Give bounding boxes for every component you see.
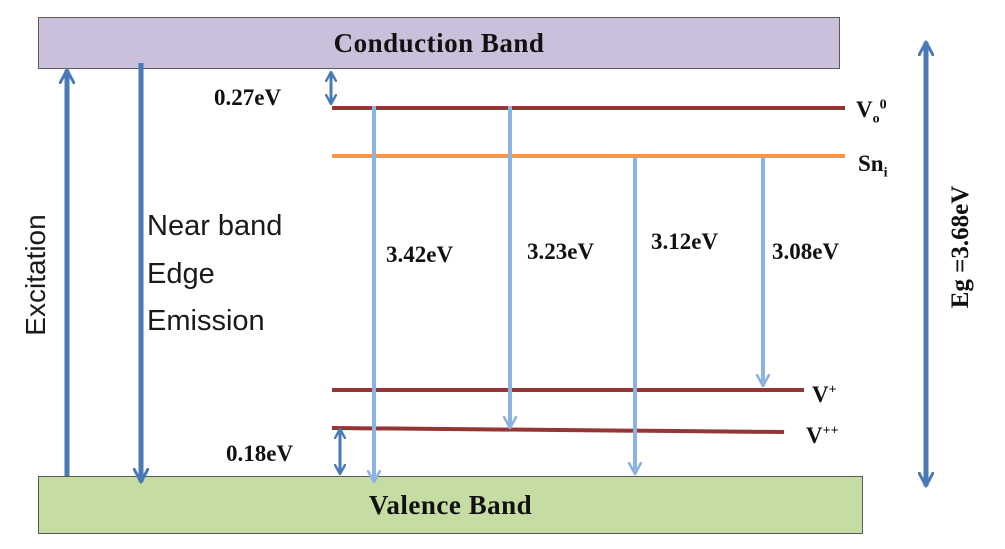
nbe-label-line-3: Emission <box>147 305 265 337</box>
level-label-vplus: V+ <box>812 382 837 407</box>
level-label-sni: Sni <box>858 151 888 181</box>
level-label-vplusplus: V++ <box>806 423 839 448</box>
conduction-band: Conduction Band <box>38 17 840 69</box>
conduction-band-label: Conduction Band <box>333 27 545 58</box>
top-gap-label: 0.27eV <box>214 85 282 110</box>
valence-band-label: Valence Band <box>368 489 533 520</box>
excitation-label: Excitation <box>20 214 51 336</box>
band-gap-label: Eg =3.68eV <box>947 185 974 309</box>
valence-band: Valence Band <box>38 476 863 534</box>
bottom-gap-label: 0.18eV <box>226 441 294 466</box>
vplusplus-level-line <box>331 426 785 434</box>
transition-label-3-12ev: 3.12eV <box>651 229 719 254</box>
level-label-vo0: Vo0 <box>856 97 887 127</box>
nbe-label-line-1: Near band <box>147 210 283 242</box>
nbe-label-line-2: Edge <box>147 258 215 290</box>
transition-label-3-42ev: 3.42eV <box>386 242 454 267</box>
transition-label-3-23ev: 3.23eV <box>527 239 595 264</box>
transition-label-3-08ev: 3.08eV <box>772 239 840 264</box>
